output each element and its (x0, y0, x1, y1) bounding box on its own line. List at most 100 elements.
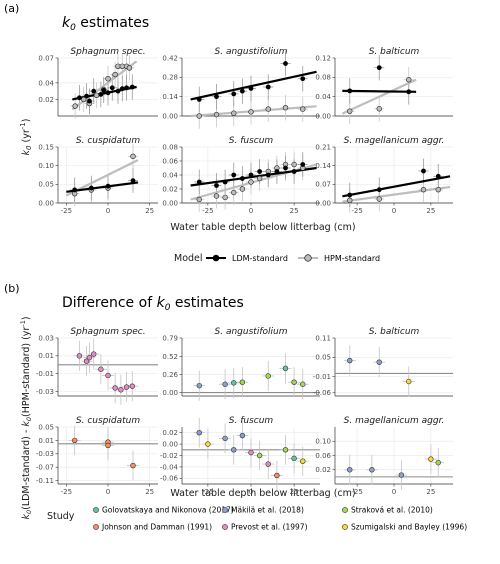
b-ytick-label: 0.01 (38, 352, 54, 360)
a-point-hpm (126, 65, 133, 71)
a-point-ldm (347, 88, 353, 94)
b-ytick-label: 0.05 (315, 354, 331, 362)
b-ytick-label: 0.52 (162, 353, 178, 361)
panels-b: Sphagnum spec. -0.03 -0.01 0.01 0.03 S. angus… (36, 327, 453, 496)
a-point-hpm (347, 108, 353, 114)
b-point (376, 359, 382, 365)
b-ytick-label: -0.03 (36, 450, 54, 458)
b-point (129, 383, 135, 389)
a-point-hpm (282, 105, 289, 111)
panel-a-ylabel: k0 (yr-1) (19, 119, 33, 156)
b-point (435, 459, 441, 466)
b-point (282, 365, 289, 372)
a-point-ldm (257, 169, 263, 174)
a-fit-line-ldm (66, 181, 139, 193)
a-point-ldm (115, 88, 121, 94)
b-point (248, 449, 254, 456)
a-point-ldm (77, 95, 82, 101)
a-ytick-label: 0.14 (162, 93, 178, 101)
a-point-hpm (300, 106, 306, 112)
b-ytick-label: 0.00 (162, 389, 178, 397)
b-point (398, 472, 405, 478)
a-panel-3: S. balticum 0.00 0.04 0.08 0.12 (315, 47, 453, 124)
a-ytick-label: 0.42 (162, 54, 178, 62)
a-point-ldm (406, 89, 412, 95)
b-point (123, 384, 130, 390)
a-ytick-label: 0.00 (315, 199, 331, 207)
a-xtick-label: 25 (290, 207, 299, 215)
a-point-ldm (87, 98, 92, 104)
study-legend-marker (222, 507, 228, 513)
a-point-ldm (231, 172, 237, 178)
a-point-ldm (239, 176, 245, 181)
a-fit-line-hpm (342, 185, 451, 203)
b-ytick-label: 0.11 (315, 334, 331, 342)
b-point (239, 379, 246, 385)
a-point-ldm (88, 185, 94, 191)
b-point (71, 437, 78, 444)
b-ytick-label: 0.02 (162, 429, 178, 437)
a-panel-6: S. magellanicum aggr. 0.00 0.07 0.14 0.21 -25… (315, 136, 453, 215)
a-point-hpm (130, 153, 136, 160)
b-point (428, 456, 434, 462)
a-point-hpm (196, 113, 202, 119)
b-ytick-label: -0.04 (160, 463, 179, 471)
a-ytick-label: 0.08 (162, 143, 178, 151)
a-point-hpm (376, 106, 382, 112)
b-xtick-label: 25 (145, 488, 154, 496)
a-point-ldm (119, 86, 125, 92)
b-point (86, 354, 93, 361)
a-point-hpm (248, 109, 254, 115)
a-point-ldm (283, 61, 288, 66)
a-panel-2: S. angustifolium 0.00 0.14 0.28 0.42 (162, 47, 320, 129)
a-ytick-label: 0.15 (38, 143, 54, 151)
a-ytick-label: 0.04 (315, 93, 331, 101)
b-xtick-label: -25 (61, 488, 72, 496)
a-point-ldm (72, 187, 78, 193)
a-ytick-label: 0.05 (38, 181, 54, 189)
a-point-ldm (376, 187, 382, 193)
a-point-ldm (109, 85, 115, 91)
panel-b-ylabel: k0(LDM-standard) - k0(HPM-standard) (yr-… (19, 316, 33, 519)
b-point (91, 351, 97, 357)
a-point-ldm (291, 169, 297, 174)
a-panel-title: S. fuscum (229, 136, 274, 146)
b-point (239, 432, 246, 439)
b-xtick-label: 0 (106, 488, 110, 496)
a-fit-line-ldm (342, 175, 451, 198)
b-point (105, 442, 111, 449)
panel-b-xlabel: Water table depth below litterbag (cm) (170, 488, 355, 499)
b-panel-title: S. angustifolium (215, 327, 288, 337)
a-ytick-label: 0.04 (38, 79, 54, 87)
a-xtick-label: 25 (145, 207, 154, 215)
b-ytick-label: 0.03 (38, 334, 54, 342)
a-point-hpm (196, 196, 202, 203)
b-ytick-label: 0.00 (162, 441, 178, 449)
a-point-ldm (124, 85, 129, 91)
a-panel-title: Sphagnum spec. (70, 47, 145, 57)
a-ytick-label: 0.06 (162, 157, 178, 165)
study-legend-label: Mäkilä et al. (2018) (231, 506, 304, 515)
a-panel-title: S. balticum (369, 47, 420, 57)
b-point (274, 472, 280, 479)
panel-b-label: (b) (4, 282, 20, 295)
a-point-ldm (274, 169, 280, 174)
b-xtick-label: 25 (426, 488, 435, 496)
a-point-hpm (406, 77, 412, 83)
a-ytick-label: 0.07 (315, 181, 331, 189)
a-point-ldm (101, 87, 107, 93)
a-fit-line-hpm (341, 78, 417, 115)
b-panel-title: S. cuspidatum (76, 416, 140, 426)
a-point-hpm (222, 194, 228, 201)
b-xtick-label: 25 (290, 488, 299, 496)
a-point-hpm (213, 111, 220, 118)
a-ytick-label: 0.00 (162, 112, 178, 120)
a-panel-title: S. cuspidatum (76, 136, 140, 146)
a-point-ldm (300, 76, 306, 82)
a-point-hpm (347, 197, 353, 204)
study-legend-label: Johnson and Damman (1991) (101, 523, 212, 532)
b-panel-title: S. fuscum (229, 416, 274, 426)
b-xtick-label: -25 (351, 488, 362, 496)
b-point (231, 447, 237, 453)
